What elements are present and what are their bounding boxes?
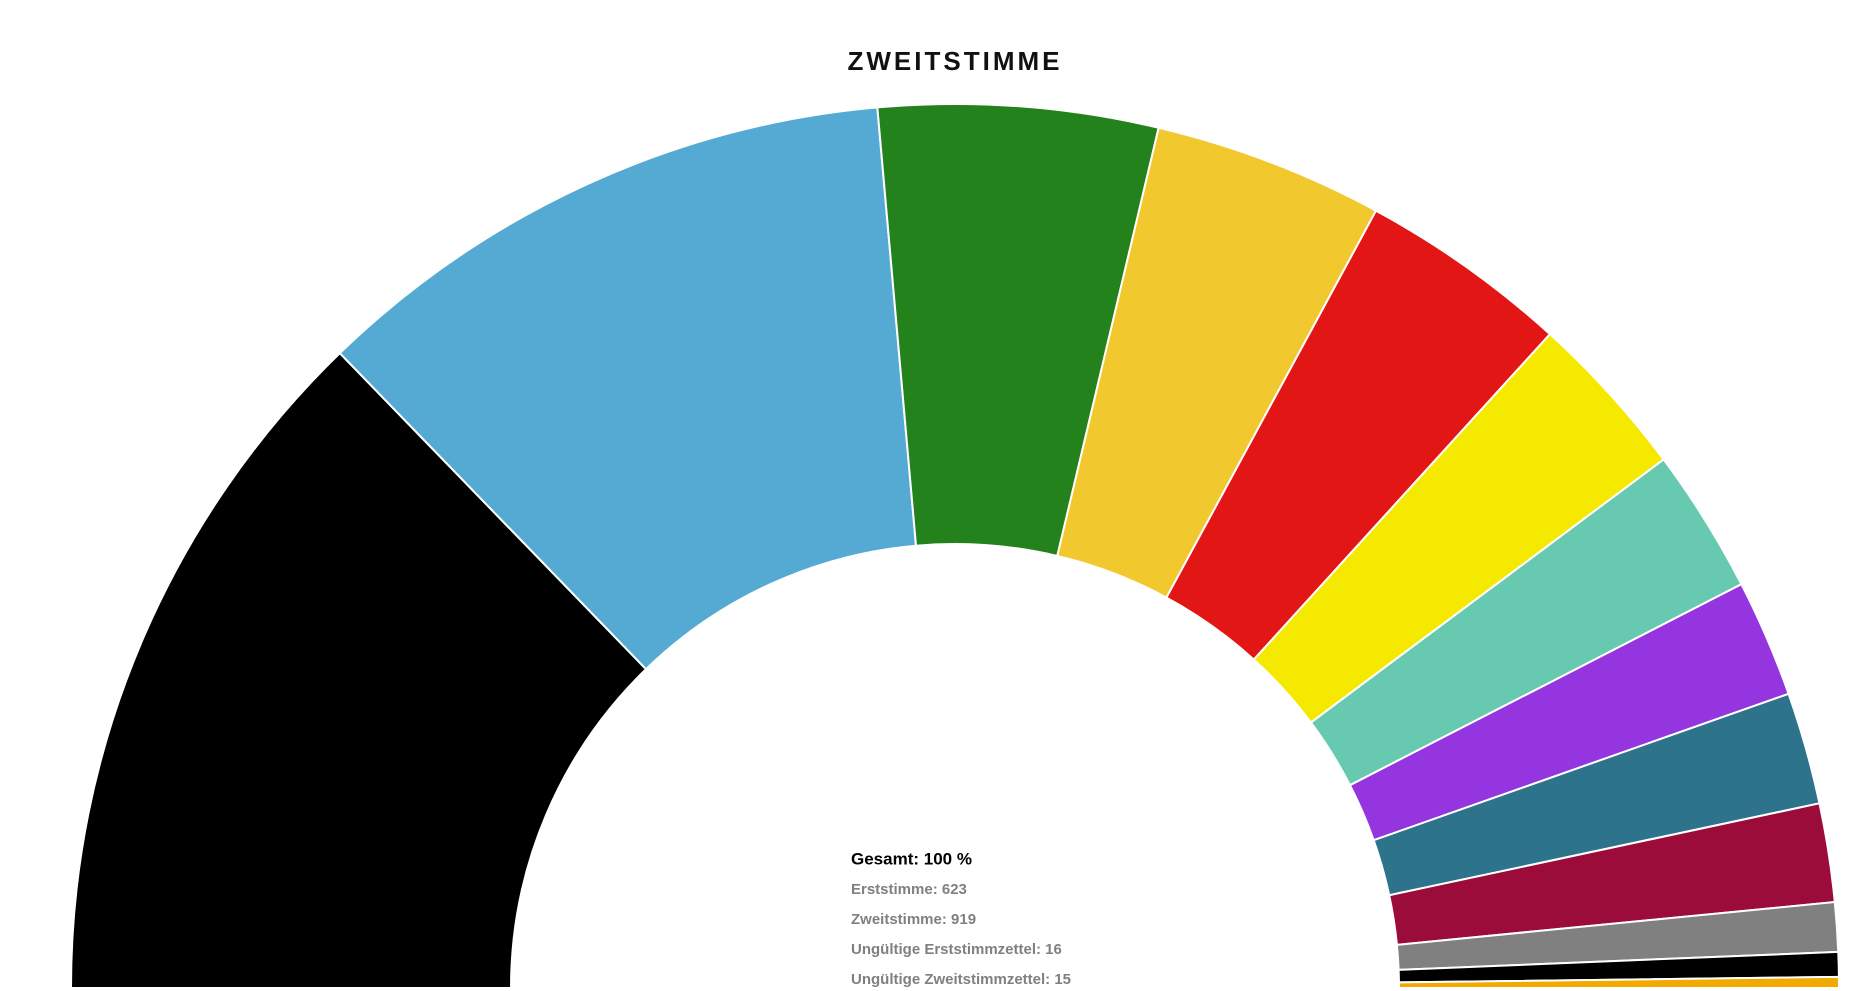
segment <box>338 106 918 671</box>
chart-title: ZWEITSTIMME <box>848 46 1063 76</box>
info-line: Ungültige Zweitstimmzettel: 15 <box>851 971 1071 988</box>
info-line: Gesamt: 100 % <box>851 849 972 868</box>
info-line: Zweitstimme: 919 <box>851 911 976 928</box>
info-line: Ungültige Erststimmzettel: 16 <box>851 941 1062 958</box>
segment <box>1397 975 1841 989</box>
segment <box>69 351 648 989</box>
info-line: Erststimme: 623 <box>851 881 967 898</box>
